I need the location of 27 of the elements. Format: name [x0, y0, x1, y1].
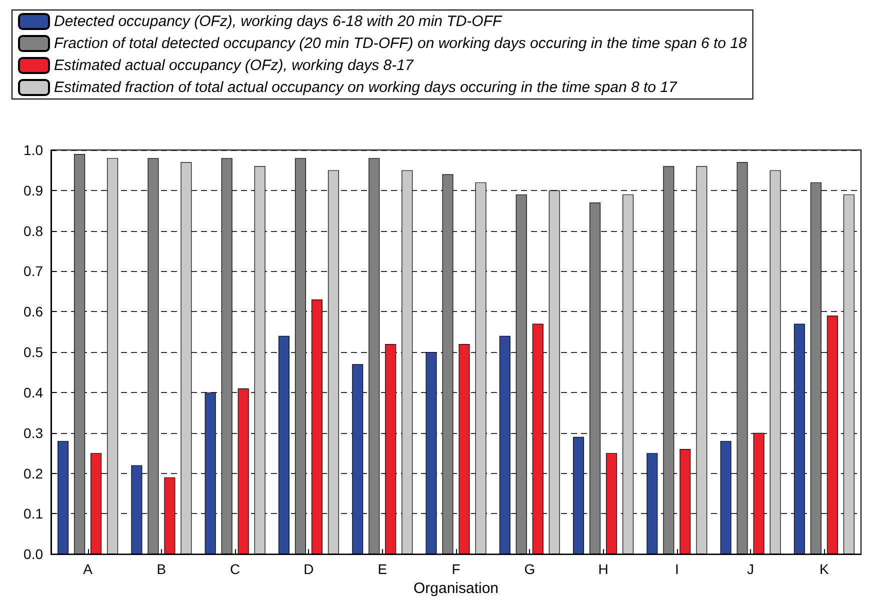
legend-label: Estimated actual occupancy (OFz), working days 8-17 [54, 57, 414, 74]
x-tick-label: K [820, 561, 830, 578]
y-tick-label: 0.7 [24, 263, 44, 280]
legend-label: Detected occupancy (OFz), working days 6-18 with 20 min TD-OFF [54, 13, 502, 30]
x-tick-label: B [156, 561, 166, 578]
x-tick-label: A [83, 561, 94, 578]
x-axis-title: Organisation [413, 580, 499, 597]
y-tick-label: 0.2 [24, 465, 44, 482]
y-tick-label: 0.1 [24, 506, 44, 522]
y-tick-label: 0.3 [24, 424, 44, 441]
x-tick-label: H [598, 561, 608, 578]
x-tick-label: G [524, 561, 536, 578]
x-tick-label: J [747, 561, 754, 578]
y-tick-label: 0.4 [24, 384, 44, 400]
y-tick-label: 0.8 [24, 222, 44, 239]
y-tick-label: 0.9 [24, 182, 44, 198]
y-tick-label: 1.0 [24, 142, 44, 158]
legend-label: Fraction of total detected occupancy (20 min TD-OFF) on working days occuring in the time span 6 to 18 [54, 35, 748, 52]
y-tick-label: 0.0 [24, 546, 44, 562]
legend-label: Estimated fraction of total actual occupancy on working days occuring in the time span 8 to 17 [54, 79, 678, 96]
x-tick-label: C [230, 561, 240, 578]
y-tick-label: 0.5 [24, 344, 44, 360]
x-tick-label: F [452, 561, 460, 578]
y-tick-label: 0.6 [24, 304, 44, 320]
x-tick-label: D [304, 561, 314, 578]
x-tick-label: I [674, 561, 679, 578]
x-tick-label: E [378, 561, 388, 578]
